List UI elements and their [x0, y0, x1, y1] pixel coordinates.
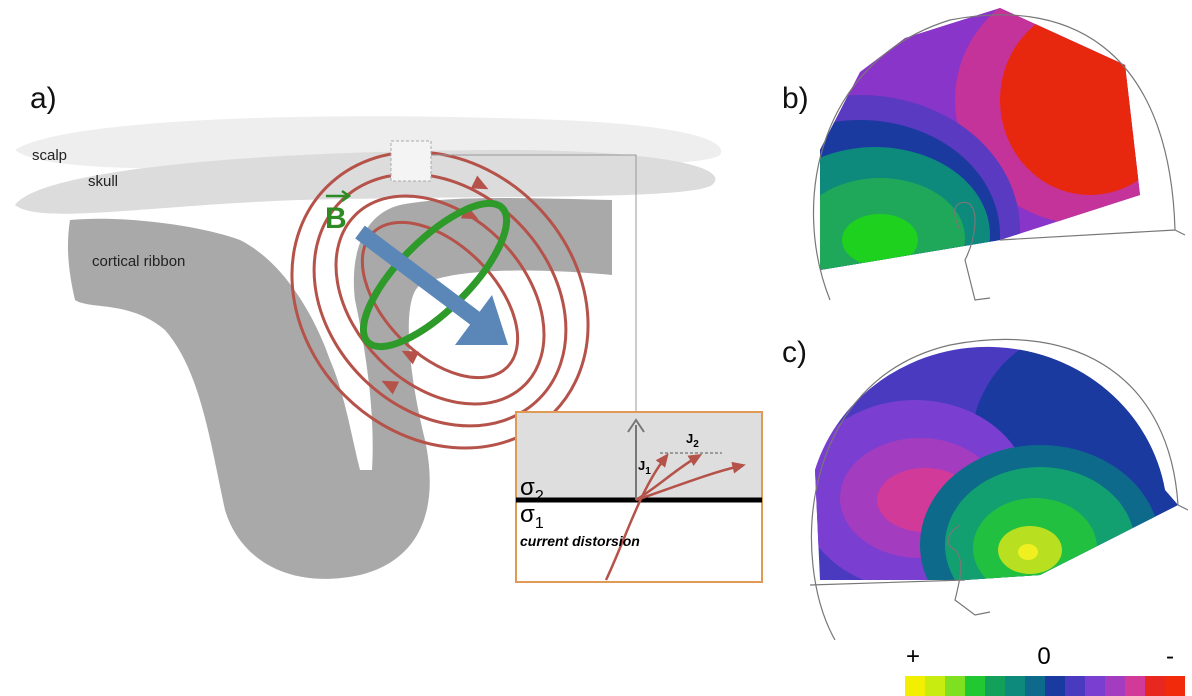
colorbar-label: -	[1166, 643, 1174, 670]
map-b	[700, 0, 1192, 365]
panel-label: b)	[782, 82, 809, 115]
skull-label: skull	[88, 173, 118, 190]
panel-label: a)	[30, 82, 57, 115]
figure: a) scalp skull cortical ribbon B σ2	[0, 0, 1192, 696]
scalp-label: scalp	[32, 147, 67, 164]
panel-label: c)	[782, 336, 807, 369]
cortex-label: cortical ribbon	[92, 253, 185, 270]
sigma1-label: σ1	[520, 501, 544, 532]
zoom-box	[391, 141, 431, 181]
map-c	[800, 330, 1190, 645]
colorbar	[905, 676, 1185, 696]
inset-caption: current distorsion	[520, 533, 640, 549]
field-label: B	[325, 202, 347, 235]
colorbar-label: +	[906, 643, 920, 670]
inset	[516, 412, 762, 582]
colorbar-label: 0	[1037, 643, 1050, 670]
